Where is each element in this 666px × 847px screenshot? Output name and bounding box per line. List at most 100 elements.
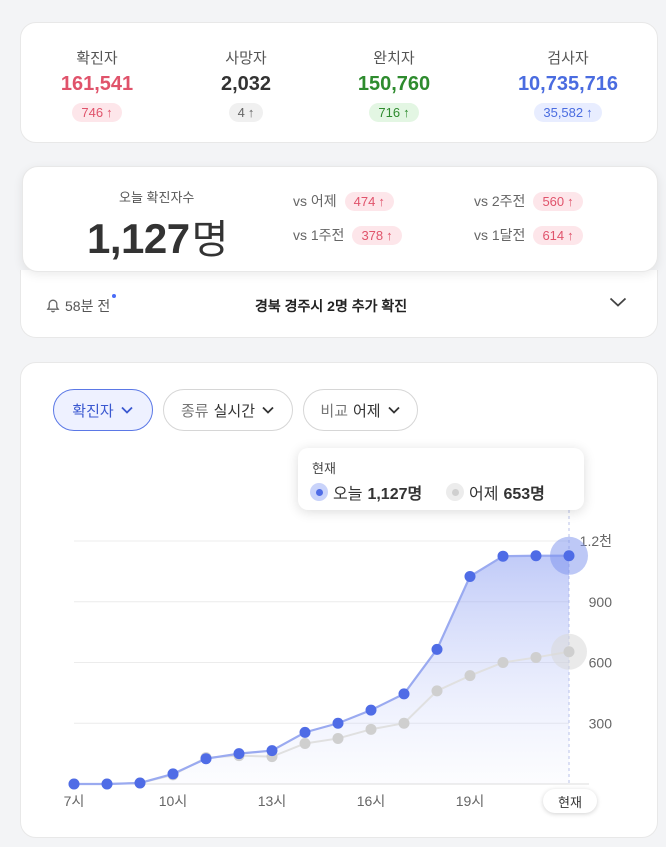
stat-3: 검사자 10,735,716 35,582 ↑: [503, 47, 633, 122]
data-point-today: [167, 768, 179, 780]
comparison-badge: 378 ↑: [352, 225, 402, 245]
today-series-dot: [310, 483, 328, 501]
x-tick-label: 10시: [159, 793, 187, 809]
x-tick-label: 16시: [357, 793, 385, 809]
data-point-today: [497, 550, 509, 562]
stat-label: 확진자: [76, 50, 118, 67]
arrow-up-icon: ↑: [106, 105, 113, 120]
comparison-label: vs 1달전: [474, 227, 526, 243]
stat-label: 완치자: [373, 50, 415, 67]
today-count: 1,127명: [87, 215, 229, 262]
arrow-up-icon: ↑: [247, 105, 255, 120]
arrow-up-icon: ↑: [378, 193, 385, 209]
stat-2: 완치자 150,760 716 ↑: [329, 47, 459, 122]
data-point-yesterday: [530, 651, 542, 663]
data-point-yesterday: [563, 646, 575, 658]
x-tick-label: 7시: [64, 793, 85, 809]
data-point-today: [563, 550, 575, 562]
filter-chip-label: 어제: [353, 402, 381, 420]
tooltip-today: 오늘 1,127명: [310, 480, 422, 504]
stat-delta-badge: 746 ↑: [72, 103, 122, 122]
stat-value: 150,760: [357, 73, 431, 95]
chevron-down-icon: [262, 406, 274, 414]
filter-chip-2[interactable]: 비교 어제: [303, 389, 418, 431]
data-point-today: [101, 778, 113, 790]
filter-chip-1[interactable]: 종류 실시간: [163, 389, 293, 431]
tooltip-title: 현재: [312, 461, 336, 476]
today-unit: 명: [191, 218, 229, 262]
stat-value: 161,541: [60, 73, 134, 95]
data-point-today: [134, 777, 146, 789]
tooltip-yesterday-value: 653명: [503, 486, 545, 503]
data-point-today: [299, 726, 311, 738]
data-point-today: [464, 570, 476, 582]
data-point-today: [431, 643, 443, 655]
data-point-today: [68, 778, 80, 790]
y-tick-label: 900: [589, 594, 613, 610]
stat-0: 확진자 161,541 746 ↑: [32, 47, 162, 122]
stat-delta-badge: 716 ↑: [369, 103, 419, 122]
data-point-today: [365, 704, 377, 716]
comparison-label: vs 어제: [293, 193, 337, 209]
chart-tooltip: 현재 오늘 1,127명 어제 653명: [298, 448, 584, 510]
chevron-down-icon: [387, 406, 400, 414]
stat-1: 사망자 2,032 4 ↑: [181, 47, 311, 122]
data-point-yesterday: [299, 738, 311, 749]
x-tick-current: 현재: [543, 789, 597, 813]
stat-delta-badge: 4 ↑: [228, 103, 264, 122]
comparison-item: vs 1주전 378 ↑: [293, 225, 402, 245]
yesterday-series-dot: [446, 483, 464, 501]
data-point-yesterday: [365, 723, 377, 735]
news-time: 58분 전: [45, 294, 117, 316]
comparison-label: vs 1주전: [293, 227, 345, 243]
data-point-today: [530, 550, 542, 562]
news-headline[interactable]: 경북 경주시 2명 추가 확진: [255, 298, 408, 314]
data-point-yesterday: [464, 670, 476, 682]
tooltip-today-value: 1,127명: [367, 486, 423, 503]
y-tick-label: 300: [589, 715, 613, 731]
chevron-down-icon[interactable]: [609, 296, 627, 308]
summary-stats-card: 확진자 161,541 746 ↑ 사망자 2,032 4 ↑ 완치자 150,760 716 ↑ 검사…: [20, 22, 658, 143]
comparison-badge: 614 ↑: [533, 225, 583, 245]
arrow-up-icon: ↑: [586, 105, 593, 120]
filter-chip-label: 확진자: [72, 402, 114, 420]
chevron-down-icon: [121, 406, 133, 414]
tooltip-yesterday: 어제 653명: [446, 480, 545, 504]
arrow-up-icon: ↑: [403, 105, 410, 120]
arrow-up-icon: ↑: [386, 227, 393, 243]
data-point-yesterday: [398, 717, 410, 729]
tooltip-today-label: 오늘: [333, 486, 363, 503]
stat-delta-badge: 35,582 ↑: [534, 103, 602, 122]
comparison-badge: 474 ↑: [344, 191, 394, 211]
filter-chip-label: 실시간: [213, 402, 255, 420]
arrow-up-icon: ↑: [567, 193, 574, 209]
today-area: [74, 555, 569, 784]
data-point-yesterday: [332, 732, 344, 744]
comparison-item: vs 1달전 614 ↑: [474, 225, 583, 245]
data-point-today: [266, 745, 278, 757]
stat-label: 검사자: [547, 50, 589, 67]
data-point-yesterday: [431, 685, 443, 697]
tooltip-yesterday-label: 어제: [469, 486, 499, 503]
y-tick-label: 1.2천: [580, 533, 612, 549]
comparison-label: vs 2주전: [474, 193, 526, 209]
x-tick-label: 19시: [456, 793, 484, 809]
stat-value: 2,032: [220, 73, 272, 95]
unread-dot: [112, 294, 117, 298]
comparison-item: vs 어제 474 ↑: [293, 191, 394, 211]
comparison-badge: 560 ↑: [533, 191, 583, 211]
bell-icon: [46, 299, 60, 313]
data-point-today: [332, 717, 344, 729]
stat-value: 10,735,716: [517, 73, 619, 95]
series-line-today: [74, 554, 569, 786]
today-label: 오늘 확진자수: [119, 190, 195, 205]
filter-chip-0[interactable]: 확진자: [53, 389, 153, 431]
data-point-today: [233, 748, 245, 760]
news-bar[interactable]: 58분 전 경북 경주시 2명 추가 확진: [20, 270, 658, 338]
today-confirmed-card: 오늘 확진자수 1,127명 vs 어제 474 ↑ vs 1주전 378 ↑ vs 2주전…: [22, 166, 658, 272]
comparison-item: vs 2주전 560 ↑: [474, 191, 583, 211]
stat-label: 사망자: [225, 50, 267, 67]
data-point-today: [398, 688, 410, 700]
data-point-yesterday: [497, 657, 509, 668]
